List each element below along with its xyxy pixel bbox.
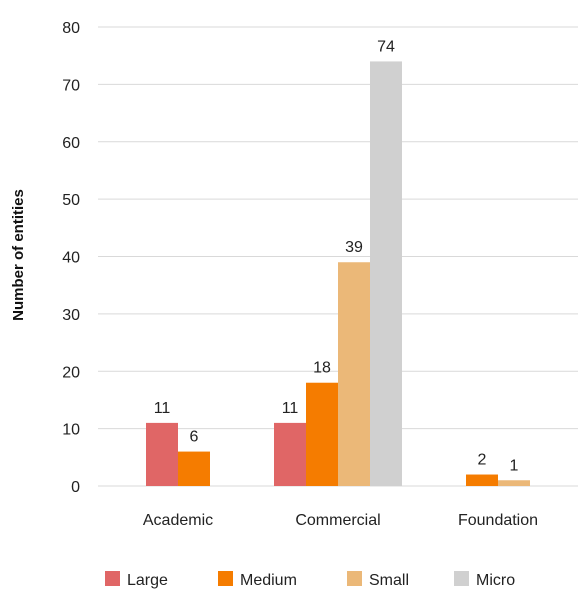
- bar-medium-foundation: [466, 474, 498, 486]
- data-labels: 11 6 11 18 39 74 2 1: [154, 38, 519, 474]
- y-tick-label: 70: [62, 77, 80, 94]
- bar-large-commercial: [274, 422, 306, 486]
- data-label: 11: [154, 400, 171, 417]
- y-tick-label: 20: [62, 364, 80, 381]
- y-tick-label: 60: [62, 135, 80, 152]
- bar-small-foundation: [498, 480, 530, 486]
- legend-label-micro: Micro: [476, 572, 515, 589]
- data-label: 1: [510, 457, 519, 474]
- y-tick-label: 30: [62, 307, 80, 324]
- x-category-label: Academic: [143, 512, 213, 529]
- y-tick-label: 80: [62, 20, 80, 37]
- data-label: 74: [377, 38, 395, 55]
- x-category-label: Foundation: [458, 512, 538, 529]
- legend-label-small: Small: [369, 572, 409, 589]
- legend-swatch-small: [347, 571, 362, 586]
- x-category-label: Commercial: [295, 512, 380, 529]
- y-tick-label: 50: [62, 192, 80, 209]
- legend-swatch-micro: [454, 571, 469, 586]
- data-label: 39: [345, 239, 363, 256]
- bars: [146, 61, 530, 487]
- legend: Large Medium Small Micro: [105, 571, 515, 589]
- data-label: 6: [190, 429, 199, 446]
- x-axis-categories: Academic Commercial Foundation: [143, 512, 538, 529]
- legend-label-medium: Medium: [240, 572, 297, 589]
- bar-small-commercial: [338, 262, 370, 486]
- legend-label-large: Large: [127, 572, 168, 589]
- data-label: 11: [282, 400, 299, 417]
- y-axis-ticks: 0 10 20 30 40 50 60 70 80: [62, 20, 80, 496]
- legend-swatch-medium: [218, 571, 233, 586]
- y-tick-label: 0: [71, 479, 80, 496]
- bar-medium-commercial: [306, 382, 338, 486]
- bar-large-academic: [146, 422, 178, 486]
- bar-micro-commercial: [370, 61, 402, 487]
- legend-swatch-large: [105, 571, 120, 586]
- y-tick-label: 10: [62, 422, 80, 439]
- data-label: 2: [478, 452, 487, 469]
- y-axis-label: Number of entities: [10, 189, 27, 321]
- y-tick-label: 40: [62, 250, 80, 267]
- bar-medium-academic: [178, 451, 210, 486]
- data-label: 18: [313, 360, 331, 377]
